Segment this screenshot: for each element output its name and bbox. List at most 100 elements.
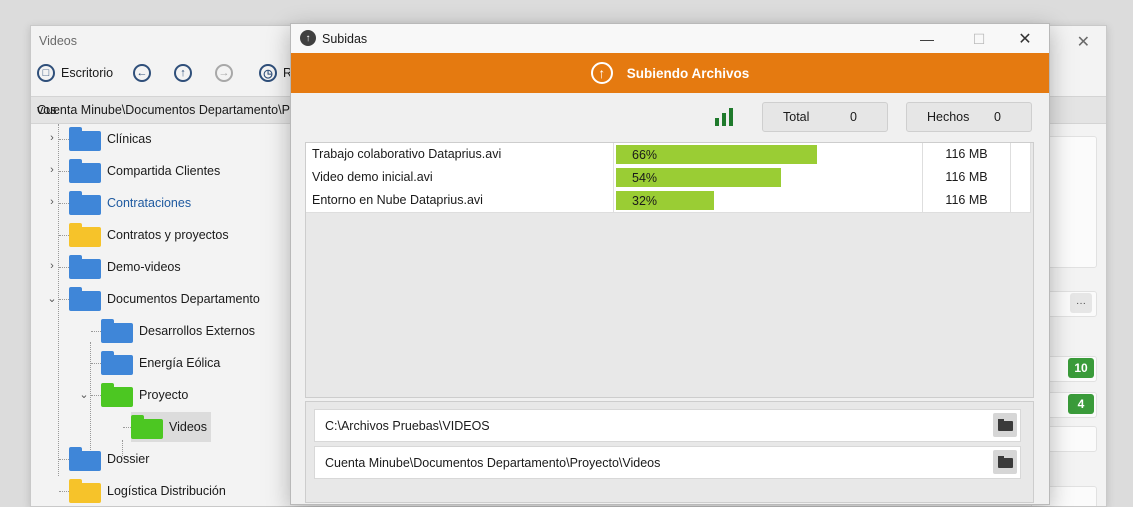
file-name: Entorno en Nube Dataprius.avi [306, 189, 614, 212]
folder-icon [69, 255, 101, 279]
row-extra [1011, 166, 1031, 189]
folder-icon [69, 447, 101, 471]
progress-text: 32% [632, 194, 658, 208]
done-value: 0 [994, 110, 1001, 124]
folder-icon [69, 159, 101, 183]
done-label: Hechos [927, 110, 970, 124]
progress-text: 66% [632, 148, 658, 162]
arrow-right-icon: → [215, 64, 233, 82]
row-extra [1011, 189, 1031, 212]
tree-item[interactable]: Clínicas [69, 124, 151, 154]
tree-item[interactable]: Dossier [69, 444, 149, 474]
table-row[interactable]: Video demo inicial.avi 54% 116 MB [306, 166, 1031, 190]
tree-item-label: Contratos y proyectos [107, 228, 229, 242]
table-row[interactable]: Trabajo colaborativo Dataprius.avi 66% 1… [306, 143, 1031, 167]
remote-path-field[interactable]: Cuenta Minube\Documentos Departamento\Pr… [314, 446, 1021, 479]
progress-text: 54% [632, 171, 658, 185]
minimize-icon[interactable]: — [920, 31, 934, 47]
browse-remote-button[interactable] [993, 450, 1017, 474]
folder-icon [69, 191, 101, 215]
folder-icon [69, 287, 101, 311]
tree-item-label: Desarrollos Externos [139, 324, 256, 338]
folder-icon [69, 479, 101, 503]
total-value: 0 [850, 110, 857, 124]
tree-item-label: Dossier [107, 452, 150, 466]
column-header: vos [37, 103, 57, 117]
tree-item[interactable]: Videos [131, 412, 211, 442]
up-button[interactable]: ↑ [174, 64, 192, 82]
remote-path: Cuenta Minube\Documentos Departamento\Pr… [325, 456, 661, 470]
tree-item-label: Logística Distribución [107, 484, 226, 498]
folder-icon [69, 127, 101, 151]
more-options-button[interactable]: ··· [1070, 293, 1092, 313]
row-extra [1011, 143, 1031, 166]
tree-item-label: Compartida Clientes [107, 164, 221, 178]
done-counter: Hechos 0 [906, 102, 1032, 132]
progress-bar [616, 191, 714, 210]
clock-search-icon: ◷ [259, 64, 277, 82]
toolbar: □ Escritorio ← ↑ → ◷ R [31, 58, 1106, 92]
count-badge: 4 [1068, 394, 1094, 414]
chevron-down-icon[interactable]: ⌄ [47, 293, 57, 305]
tree-item[interactable]: Compartida Clientes [69, 156, 220, 186]
signal-icon [715, 108, 735, 126]
forward-button[interactable]: → [215, 64, 233, 82]
progress-cell: 66% [614, 143, 923, 166]
search-recent-button[interactable]: ◷ R [259, 64, 292, 82]
paths-panel: C:\Archivos Pruebas\VIDEOS Cuenta Minube… [305, 401, 1034, 503]
dialog-titlebar: ↑ Subidas — ☐ ✕ [291, 24, 1049, 53]
tree-item-label: Contrataciones [107, 196, 192, 210]
arrow-up-icon: ↑ [174, 64, 192, 82]
desktop-label: Escritorio [61, 66, 114, 80]
tree-item-label: Demo-videos [107, 260, 181, 274]
current-path: Cuenta Minube\Documentos Departamento\Pr… [37, 103, 331, 117]
folder-icon [69, 223, 101, 247]
tree-item[interactable]: Contrataciones [69, 188, 191, 218]
file-size: 116 MB [923, 166, 1011, 189]
file-size: 116 MB [923, 143, 1011, 166]
local-path-field[interactable]: C:\Archivos Pruebas\VIDEOS [314, 409, 1021, 442]
tree-item-label: Clínicas [107, 132, 152, 146]
file-size: 116 MB [923, 189, 1011, 212]
tree-item[interactable]: Desarrollos Externos [101, 316, 255, 346]
progress-bar [616, 168, 781, 187]
tree-item[interactable]: Energía Eólica [101, 348, 220, 378]
folder-icon [101, 383, 133, 407]
progress-cell: 54% [614, 166, 923, 189]
tree-item[interactable]: Demo-videos [69, 252, 181, 282]
folder-icon [131, 415, 163, 439]
progress-cell: 32% [614, 189, 923, 212]
tree-item-label: Energía Eólica [139, 356, 221, 370]
folder-icon [101, 319, 133, 343]
tree-item-label: Videos [169, 420, 207, 434]
total-label: Total [783, 110, 810, 124]
chevron-right-icon[interactable]: › [50, 260, 54, 272]
tree-item[interactable]: Documentos Departamento [69, 284, 260, 314]
chevron-right-icon[interactable]: › [50, 196, 54, 208]
desktop-icon: □ [37, 64, 55, 82]
tree-item[interactable]: Contratos y proyectos [69, 220, 229, 250]
file-name: Video demo inicial.avi [306, 166, 614, 189]
local-path: C:\Archivos Pruebas\VIDEOS [325, 419, 490, 433]
table-row[interactable]: Entorno en Nube Dataprius.avi 32% 116 MB [306, 189, 1031, 213]
tree-item[interactable]: Proyecto [101, 380, 188, 410]
upload-banner: ↑ Subiendo Archivos [291, 53, 1049, 93]
chevron-down-icon[interactable]: ⌄ [79, 389, 89, 401]
maximize-icon[interactable]: ☐ [972, 30, 986, 47]
chevron-right-icon[interactable]: › [50, 132, 54, 144]
close-icon[interactable]: ✕ [1018, 31, 1032, 48]
folder-icon [998, 421, 1013, 431]
folder-icon [998, 458, 1013, 468]
chevron-right-icon[interactable]: › [50, 164, 54, 176]
file-name: Trabajo colaborativo Dataprius.avi [306, 143, 614, 166]
folder-tree: › Clínicas › Compartida Clientes › Contrataci… [31, 124, 291, 504]
tree-item[interactable]: Logística Distribución [69, 476, 226, 506]
close-icon[interactable]: ✕ [1076, 34, 1090, 51]
uploads-table: Trabajo colaborativo Dataprius.avi 66% 1… [305, 142, 1034, 398]
search-recent-label: R [283, 66, 293, 80]
back-button[interactable]: ← [133, 64, 151, 82]
arrow-up-circle-icon: ↑ [590, 62, 613, 84]
arrow-left-icon: ← [133, 64, 151, 82]
browse-local-button[interactable] [993, 413, 1017, 437]
desktop-button[interactable]: □ Escritorio [37, 64, 113, 82]
